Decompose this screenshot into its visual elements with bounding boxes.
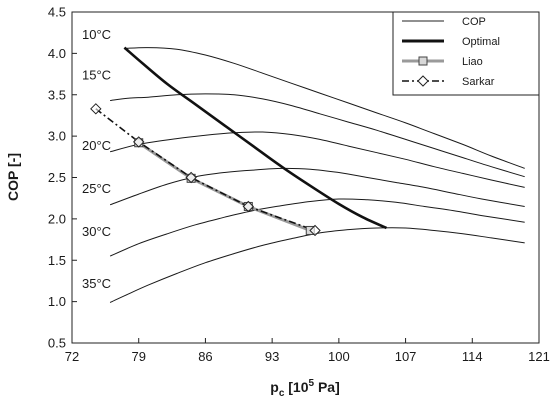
cop-curve: [109, 227, 525, 303]
y-tick-label: 0.5: [48, 336, 66, 351]
cop-curve: [109, 131, 525, 188]
cop-curve: [109, 167, 525, 207]
cop-curve: [124, 47, 525, 169]
legend-marker-sarkar: [417, 75, 429, 87]
sarkar-marker: [242, 200, 255, 213]
legend-label-optimal: Optimal: [462, 36, 500, 48]
x-tick-label: 107: [395, 349, 417, 364]
series-lines: [95, 46, 525, 303]
temperature-label: 10°C: [82, 27, 111, 42]
curve-labels: 10°C 15°C 20°C 25°C 30°C 35°C: [82, 27, 111, 291]
y-tick-label: 4.5: [48, 5, 66, 20]
y-tick-label: 2.0: [48, 211, 66, 226]
y-tick-label: 1.5: [48, 253, 66, 268]
legend-marker-liao: [418, 56, 428, 66]
cop-curve: [110, 93, 525, 178]
x-tick-label: 100: [328, 349, 350, 364]
axis-ticks: 72 79 86 93 100 107 114 121 0.5 1.0 1.5 2.0 2.5 3.0 3.…: [48, 5, 550, 365]
temperature-label: 15°C: [82, 68, 111, 83]
legend: COP Optimal Liao Sarkar: [392, 11, 540, 96]
y-tick-label: 3.0: [48, 129, 66, 144]
y-tick-label: 2.5: [48, 170, 66, 185]
legend-label-sarkar: Sarkar: [462, 76, 495, 88]
legend-label-cop: COP: [462, 16, 486, 28]
sarkar-marker: [133, 136, 145, 148]
temperature-label: 35°C: [82, 276, 111, 291]
x-tick-label: 121: [528, 349, 550, 364]
sarkar-marker: [90, 103, 102, 115]
x-tick-label: 72: [65, 349, 79, 364]
y-tick-label: 3.5: [48, 87, 66, 102]
x-tick-label: 86: [198, 349, 212, 364]
optimal-curve: [123, 46, 388, 230]
x-axis-title: pc [105 Pa]: [270, 378, 340, 399]
x-tick-label: 79: [131, 349, 145, 364]
sarkar-marker: [185, 171, 197, 184]
legend-label-liao: Liao: [462, 56, 483, 68]
temperature-label: 25°C: [82, 181, 111, 196]
y-tick-label: 4.0: [48, 46, 66, 61]
y-tick-label: 1.0: [48, 294, 66, 309]
sarkar-marker: [309, 224, 321, 237]
cop-curve: [109, 198, 525, 257]
x-tick-label: 114: [462, 349, 483, 364]
temperature-label: 20°C: [82, 138, 111, 153]
series-markers: [90, 103, 321, 237]
temperature-label: 30°C: [82, 224, 111, 239]
sarkar-line: [95, 108, 316, 232]
y-axis-title: COP [-]: [5, 153, 21, 201]
x-tick-label: 93: [265, 349, 279, 364]
